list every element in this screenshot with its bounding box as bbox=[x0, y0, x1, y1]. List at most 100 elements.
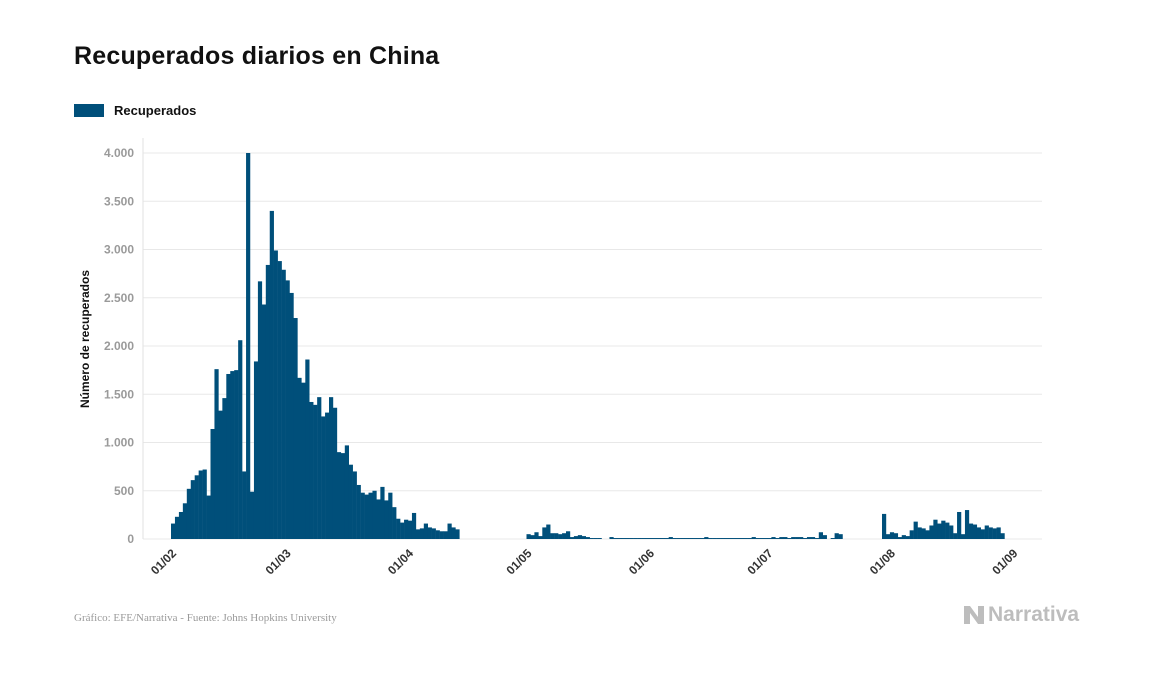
logo: Narrativa bbox=[963, 603, 1079, 627]
bar bbox=[585, 537, 590, 539]
x-tick-label: 01/04 bbox=[385, 546, 416, 577]
bar bbox=[957, 511, 962, 539]
bar bbox=[293, 318, 298, 539]
bar bbox=[700, 538, 705, 539]
bar bbox=[581, 536, 586, 539]
bar bbox=[652, 538, 658, 539]
bar bbox=[664, 538, 669, 539]
bar bbox=[186, 488, 191, 539]
bar bbox=[799, 537, 804, 539]
bar bbox=[380, 486, 385, 539]
bar bbox=[238, 340, 243, 539]
bar bbox=[672, 538, 677, 539]
bar bbox=[771, 537, 776, 539]
bar bbox=[617, 538, 622, 539]
bar bbox=[246, 153, 251, 539]
bar bbox=[265, 264, 270, 539]
y-tick-label: 2.000 bbox=[104, 339, 134, 353]
bar bbox=[325, 412, 330, 539]
bar bbox=[838, 534, 843, 539]
bar bbox=[451, 527, 456, 539]
bar bbox=[230, 371, 235, 539]
bar bbox=[743, 538, 748, 539]
bar bbox=[988, 527, 993, 539]
bar bbox=[538, 536, 543, 539]
bar bbox=[573, 536, 579, 539]
x-tick-label: 01/09 bbox=[989, 546, 1020, 577]
bar bbox=[206, 495, 211, 539]
bar bbox=[625, 538, 630, 539]
bar bbox=[814, 538, 820, 539]
x-tick-label: 01/05 bbox=[503, 546, 534, 577]
bar bbox=[427, 527, 432, 539]
bar bbox=[234, 370, 239, 539]
bar bbox=[972, 524, 978, 539]
bar bbox=[656, 538, 662, 539]
bar bbox=[396, 518, 401, 539]
bar bbox=[751, 537, 756, 539]
bar bbox=[684, 538, 689, 539]
y-tick-label: 2.500 bbox=[104, 291, 134, 305]
bar bbox=[309, 401, 314, 539]
bar bbox=[250, 491, 255, 539]
bar bbox=[269, 210, 274, 539]
y-axis-ticks: 0 500 1.000 1.500 2.000 2.500 3.000 3.500 4.000 bbox=[104, 146, 134, 546]
bar bbox=[810, 537, 816, 539]
y-tick-label: 500 bbox=[114, 484, 134, 498]
bar bbox=[577, 535, 583, 539]
bar bbox=[917, 527, 922, 539]
bar bbox=[668, 537, 673, 539]
bar bbox=[285, 280, 290, 539]
bar bbox=[708, 538, 713, 539]
bar bbox=[226, 373, 231, 539]
y-tick-label: 1.500 bbox=[104, 387, 134, 401]
bar bbox=[242, 471, 247, 539]
bar bbox=[439, 531, 444, 539]
bar bbox=[933, 519, 938, 539]
legend-label: Recuperados bbox=[114, 103, 197, 118]
bar bbox=[443, 531, 448, 539]
bar bbox=[913, 521, 918, 539]
y-tick-label: 3.000 bbox=[104, 243, 134, 257]
bar bbox=[554, 533, 559, 539]
bar bbox=[739, 538, 744, 539]
bar bbox=[174, 516, 180, 539]
x-axis-ticks: 01/02 01/03 01/04 01/05 01/06 01/07 01/08 01/09 bbox=[148, 546, 1021, 577]
bar bbox=[364, 494, 369, 539]
bar bbox=[526, 534, 531, 539]
bar bbox=[637, 538, 642, 539]
bar bbox=[435, 530, 440, 539]
logo-text: Narrativa bbox=[988, 603, 1080, 626]
bar bbox=[356, 484, 361, 539]
bar bbox=[787, 538, 792, 539]
bar bbox=[779, 537, 784, 539]
bar bbox=[190, 480, 195, 539]
bar bbox=[692, 538, 697, 539]
bar bbox=[882, 513, 887, 539]
bar bbox=[901, 535, 906, 539]
bar bbox=[633, 538, 638, 539]
bar bbox=[763, 538, 768, 539]
bar bbox=[976, 527, 981, 539]
bar bbox=[905, 536, 910, 539]
bar bbox=[360, 492, 365, 539]
bar bbox=[301, 382, 306, 539]
bar bbox=[415, 529, 421, 539]
y-tick-label: 4.000 bbox=[104, 146, 134, 160]
bar bbox=[641, 538, 646, 539]
bar bbox=[305, 359, 310, 539]
y-tick-label: 1.000 bbox=[104, 436, 134, 450]
bar bbox=[198, 470, 203, 539]
bar bbox=[716, 538, 721, 539]
bar bbox=[597, 538, 602, 539]
bar bbox=[317, 397, 322, 539]
bar bbox=[961, 534, 966, 539]
bar bbox=[253, 361, 259, 539]
bar bbox=[783, 537, 788, 539]
bar bbox=[214, 369, 219, 539]
bar bbox=[885, 534, 891, 539]
bar bbox=[735, 538, 741, 539]
bar bbox=[767, 538, 772, 539]
bar bbox=[277, 261, 282, 539]
bar bbox=[182, 503, 188, 539]
